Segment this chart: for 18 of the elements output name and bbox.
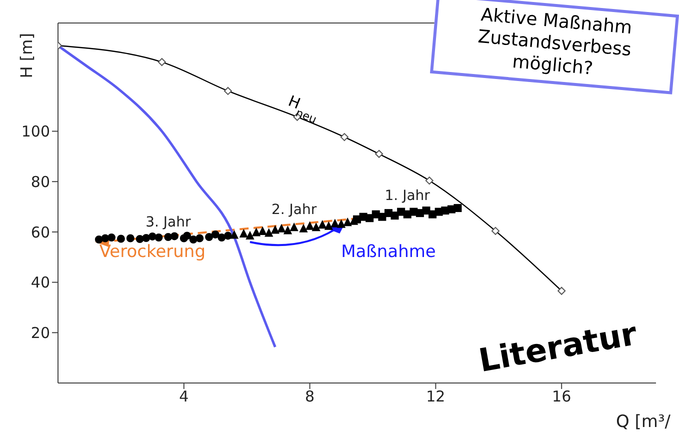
y-tick-label: 40	[30, 274, 50, 292]
series-label: 1. Jahr	[384, 188, 430, 204]
y-tick-label: 100	[21, 122, 50, 141]
x-tick-label: 4	[179, 388, 189, 406]
y-tick-label: 20	[30, 324, 50, 342]
annotation: Maßnahme	[341, 242, 436, 262]
y-tick-label: 80	[30, 172, 50, 191]
text-box: Aktive Maßnahm Zustandsverbess möglich?	[430, 0, 679, 94]
x-axis-title: Q [m³/	[616, 412, 671, 432]
series-label: 3. Jahr	[146, 214, 191, 230]
x-tick-label: 16	[552, 388, 572, 406]
annotation: Literatur	[476, 314, 640, 380]
series-label: 2. Jahr	[271, 202, 317, 218]
y-axis-title: H [m]	[17, 33, 36, 78]
annotation: Verockerung	[99, 242, 206, 262]
x-tick-label: 12	[426, 388, 446, 406]
x-tick-label: 8	[305, 388, 315, 406]
y-tick-label: 60	[30, 223, 50, 242]
